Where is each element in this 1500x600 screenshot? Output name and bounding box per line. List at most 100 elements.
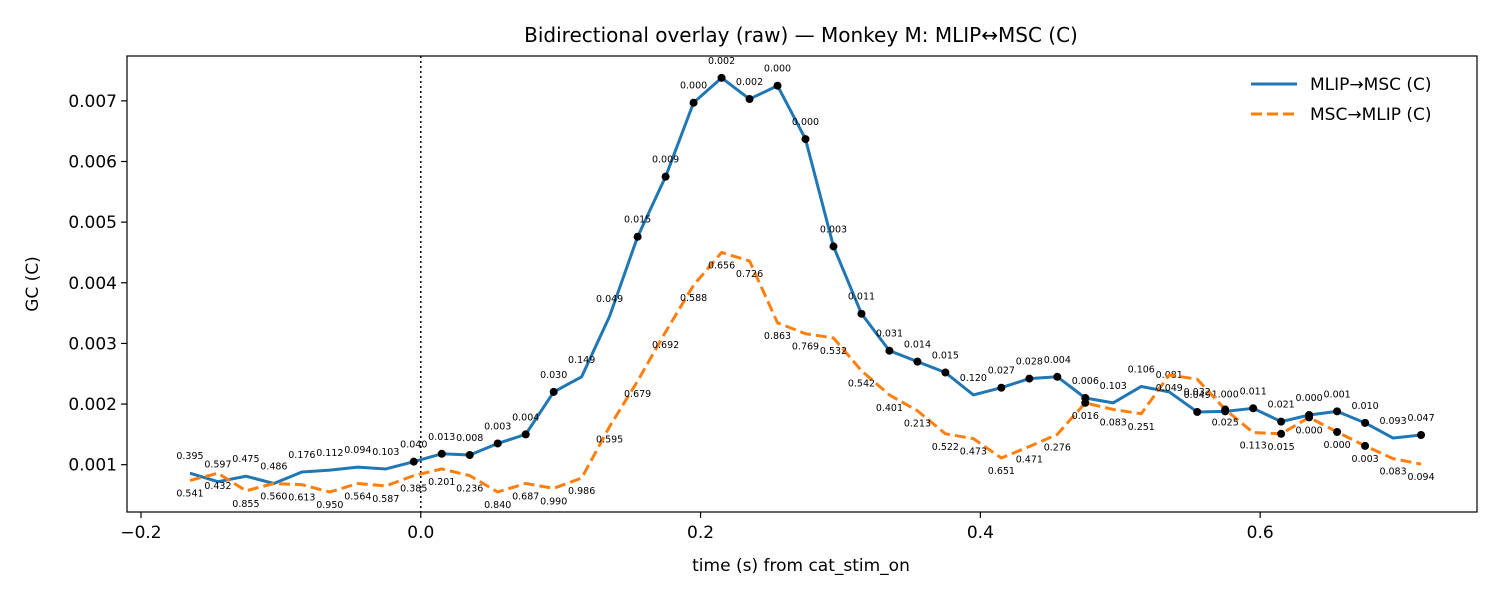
data-point-marker xyxy=(633,232,642,241)
pvalue-label: 0.083 xyxy=(1379,467,1406,478)
pvalue-label: 0.475 xyxy=(232,454,259,465)
data-point-marker xyxy=(1221,405,1230,414)
y-axis-label: GC (C) xyxy=(23,256,43,312)
pvalue-label: 0.028 xyxy=(1016,357,1043,368)
pvalue-label: 0.986 xyxy=(568,486,595,497)
pvalue-label: 0.000 xyxy=(792,117,819,128)
pvalue-label: 0.840 xyxy=(484,500,511,511)
pvalue-label: 0.002 xyxy=(736,77,763,88)
data-point-marker xyxy=(913,357,922,366)
data-point-marker xyxy=(1193,407,1202,416)
data-point-marker xyxy=(437,449,446,458)
pvalue-label: 0.113 xyxy=(1240,441,1267,452)
pvalue-label: 0.003 xyxy=(1351,454,1378,465)
data-point-marker xyxy=(1249,404,1258,413)
pvalue-label: 0.047 xyxy=(1407,413,1434,424)
pvalue-label: 0.769 xyxy=(792,342,819,353)
pvalue-label: 0.726 xyxy=(736,269,763,280)
legend: MLIP→MSC (C) MSC→MLIP (C) xyxy=(1251,75,1432,125)
pvalue-label: 0.656 xyxy=(708,260,735,271)
pvalue-label: 0.522 xyxy=(932,442,959,453)
pvalue-label: 0.094 xyxy=(1407,472,1434,483)
pvalue-label: 0.687 xyxy=(512,492,539,503)
pvalue-label: 0.855 xyxy=(232,499,259,510)
data-point-marker xyxy=(1333,427,1342,436)
data-point-marker xyxy=(1277,429,1286,438)
y-tick-label: 0.007 xyxy=(68,92,117,112)
data-point-marker xyxy=(661,172,670,181)
data-point-marker xyxy=(885,346,894,355)
pvalue-label: 0.385 xyxy=(400,484,427,495)
pvalue-label: 0.103 xyxy=(372,447,399,458)
pvalue-label: 0.016 xyxy=(1072,411,1099,422)
pvalue-label: 0.679 xyxy=(624,389,651,400)
data-point-marker xyxy=(409,457,418,466)
x-tick-label: 0.0 xyxy=(407,523,434,543)
y-tick-label: 0.002 xyxy=(68,395,117,415)
axes: −0.2 0.0 0.2 0.4 0.60.0010.0020.0030.0040.00… xyxy=(68,55,1478,543)
pvalue-label: 0.032 xyxy=(1184,387,1211,398)
pvalue-label: 0.009 xyxy=(652,155,679,166)
pvalue-label: 0.950 xyxy=(316,500,343,511)
data-point-marker xyxy=(997,383,1006,392)
y-tick-label: 0.005 xyxy=(68,213,117,233)
pvalue-label: 0.201 xyxy=(428,477,455,488)
y-tick-label: 0.003 xyxy=(68,334,117,354)
pvalue-label: 0.473 xyxy=(960,447,987,458)
data-point-marker xyxy=(857,309,866,318)
pvalue-label: 0.103 xyxy=(1100,381,1127,392)
pvalue-label: 0.015 xyxy=(932,351,959,362)
pvalue-label: 0.004 xyxy=(1044,355,1071,366)
data-point-marker xyxy=(1361,418,1370,427)
pvalue-label: 0.564 xyxy=(344,492,371,503)
axes-frame xyxy=(126,55,1478,513)
data-point-marker xyxy=(1333,407,1342,416)
pvalue-label: 0.401 xyxy=(876,403,903,414)
data-point-marker xyxy=(1081,398,1090,407)
legend-label-mlip-to-msc: MLIP→MSC (C) xyxy=(1310,75,1432,95)
pvalue-label: 0.011 xyxy=(1240,386,1267,397)
y-tick-label: 0.006 xyxy=(68,153,117,173)
pvalue-label: 0.008 xyxy=(456,433,483,444)
pvalue-label: 0.432 xyxy=(204,481,231,492)
data-point-marker xyxy=(1053,372,1062,381)
data-point-marker xyxy=(549,387,558,396)
y-tick-label: 0.001 xyxy=(68,456,117,476)
data-point-marker xyxy=(465,451,474,459)
pvalue-label: 0.000 xyxy=(1324,440,1351,451)
data-point-marker xyxy=(801,135,810,144)
x-tick-label: −0.2 xyxy=(120,523,161,543)
pvalue-label: 0.276 xyxy=(1044,442,1071,453)
pvalue-label: 0.587 xyxy=(372,494,399,505)
data-point-marker xyxy=(1277,417,1286,426)
pvalue-label: 0.049 xyxy=(596,294,623,305)
pvalue-label: 0.542 xyxy=(848,379,875,390)
data-point-marker xyxy=(1025,374,1034,383)
data-point-marker xyxy=(745,95,754,104)
data-point-marker xyxy=(1305,413,1314,422)
pvalue-label: 0.597 xyxy=(204,460,231,471)
x-axis-label: time (s) from cat_stim_on xyxy=(692,556,910,576)
x-tick-label: 0.4 xyxy=(967,523,994,543)
pvalue-label: 0.000 xyxy=(1296,425,1323,436)
pvalue-label: 0.112 xyxy=(316,448,343,459)
pvalue-label: 0.990 xyxy=(540,496,567,507)
series-line-1 xyxy=(189,250,1422,494)
pvalue-label: 0.049 xyxy=(1184,390,1211,401)
pvalue-label: 0.027 xyxy=(988,366,1015,377)
legend-label-msc-to-mlip: MSC→MLIP (C) xyxy=(1310,105,1432,125)
x-tick-label: 0.6 xyxy=(1247,523,1274,543)
pvalue-label: 0.236 xyxy=(456,484,483,495)
pvalue-label: 0.010 xyxy=(1351,401,1378,412)
pvalue-label: 0.486 xyxy=(260,462,287,473)
data-point-marker xyxy=(773,81,782,90)
pvalue-label: 0.015 xyxy=(624,215,651,226)
y-tick-label: 0.004 xyxy=(68,274,117,294)
pvalue-label: 0.213 xyxy=(904,419,931,430)
pvalue-label: 0.003 xyxy=(820,224,847,235)
pvalue-label: 0.532 xyxy=(820,346,847,357)
pvalue-label: 0.613 xyxy=(288,493,315,504)
